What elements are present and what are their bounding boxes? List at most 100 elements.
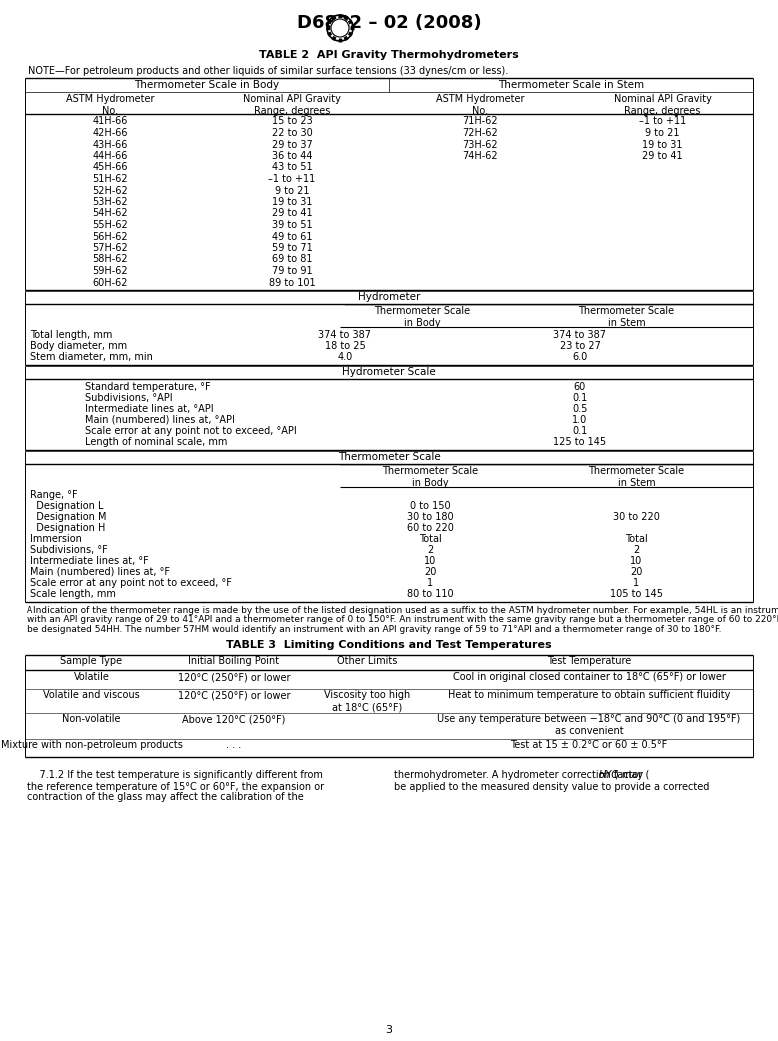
Text: 45H-66: 45H-66: [93, 162, 128, 173]
Text: 19 to 31: 19 to 31: [643, 139, 683, 150]
Text: Thermometer Scale
in Stem: Thermometer Scale in Stem: [578, 306, 675, 328]
Text: Stem diameter, mm, min: Stem diameter, mm, min: [30, 352, 152, 362]
Text: 23 to 27: 23 to 27: [559, 341, 601, 351]
Text: 30 to 180: 30 to 180: [407, 512, 454, 522]
Text: Scale error at any point not to exceed, °F: Scale error at any point not to exceed, …: [30, 578, 232, 588]
Text: –1 to +11: –1 to +11: [268, 174, 316, 184]
Text: Mixture with non-petroleum products: Mixture with non-petroleum products: [1, 740, 182, 751]
Text: Subdivisions, °API: Subdivisions, °API: [85, 393, 173, 403]
Text: 20: 20: [630, 567, 643, 577]
Text: ASTM Hydrometer
No.: ASTM Hydrometer No.: [66, 94, 154, 116]
Text: Thermometer Scale
in Stem: Thermometer Scale in Stem: [588, 466, 685, 487]
Text: 53H-62: 53H-62: [92, 197, 128, 207]
Text: 72H-62: 72H-62: [463, 128, 499, 138]
Text: 52H-62: 52H-62: [92, 185, 128, 196]
Text: Test at 15 ± 0.2°C or 60 ± 0.5°F: Test at 15 ± 0.2°C or 60 ± 0.5°F: [510, 740, 668, 751]
Text: be designated 54HH. The number 57HM would identify an instrument with an API gra: be designated 54HH. The number 57HM woul…: [27, 625, 721, 634]
Text: Designation H: Designation H: [30, 523, 105, 533]
Text: 19 to 31: 19 to 31: [272, 197, 312, 207]
Text: 6.0: 6.0: [573, 352, 587, 362]
Text: 73H-62: 73H-62: [463, 139, 499, 150]
Text: 20: 20: [424, 567, 436, 577]
Text: Body diameter, mm: Body diameter, mm: [30, 341, 127, 351]
Text: TABLE 2  API Gravity Thermohydrometers: TABLE 2 API Gravity Thermohydrometers: [259, 50, 519, 60]
Text: A: A: [27, 606, 32, 615]
Text: with an API gravity range of 29 to 41°API and a thermometer range of 0 to 150°F.: with an API gravity range of 29 to 41°AP…: [27, 615, 778, 625]
Text: 30 to 220: 30 to 220: [613, 512, 660, 522]
Text: Intermediate lines at, °F: Intermediate lines at, °F: [30, 556, 149, 566]
Text: Other Limits: Other Limits: [338, 657, 398, 666]
Text: Hydrometer Scale: Hydrometer Scale: [342, 367, 436, 377]
Text: Thermometer Scale in Body: Thermometer Scale in Body: [135, 80, 279, 90]
Text: NOTE—For petroleum products and other liquids of similar surface tensions (33 dy: NOTE—For petroleum products and other li…: [28, 66, 508, 76]
Text: Thermometer Scale: Thermometer Scale: [338, 452, 440, 462]
Circle shape: [331, 19, 349, 37]
Text: 22 to 30: 22 to 30: [272, 128, 313, 138]
Text: Immersion: Immersion: [30, 534, 82, 544]
Text: Volatile and viscous: Volatile and viscous: [43, 690, 140, 701]
Text: 1: 1: [633, 578, 640, 588]
Text: Nominal API Gravity
Range, degrees: Nominal API Gravity Range, degrees: [243, 94, 341, 116]
Text: 29 to 37: 29 to 37: [272, 139, 313, 150]
Text: Hydrometer: Hydrometer: [358, 291, 420, 302]
Text: 80 to 110: 80 to 110: [407, 589, 454, 599]
Text: D6822 – 02 (2008): D6822 – 02 (2008): [296, 14, 482, 32]
Text: 56H-62: 56H-62: [92, 231, 128, 242]
Text: the reference temperature of 15°C or 60°F, the expansion or: the reference temperature of 15°C or 60°…: [27, 782, 324, 791]
Text: Main (numbered) lines at, °API: Main (numbered) lines at, °API: [85, 415, 235, 425]
Text: 39 to 51: 39 to 51: [272, 220, 312, 230]
Text: 9 to 21: 9 to 21: [275, 185, 309, 196]
Text: Test Temperature: Test Temperature: [547, 657, 631, 666]
Text: Indication of the thermometer range is made by the use of the listed designation: Indication of the thermometer range is m…: [33, 606, 778, 615]
Text: 2: 2: [633, 545, 640, 555]
Text: 29 to 41: 29 to 41: [272, 208, 312, 219]
Text: Designation M: Designation M: [30, 512, 107, 522]
Text: 120°C (250°F) or lower: 120°C (250°F) or lower: [177, 690, 290, 701]
Text: 43 to 51: 43 to 51: [272, 162, 312, 173]
Text: TABLE 3  Limiting Conditions and Test Temperatures: TABLE 3 Limiting Conditions and Test Tem…: [226, 640, 552, 651]
Text: be applied to the measured density value to provide a corrected: be applied to the measured density value…: [394, 782, 710, 791]
Text: 60H-62: 60H-62: [93, 278, 128, 287]
Text: 18 to 25: 18 to 25: [324, 341, 366, 351]
Text: thermohydrometer. A hydrometer correction factor (: thermohydrometer. A hydrometer correctio…: [394, 770, 650, 781]
Text: Length of nominal scale, mm: Length of nominal scale, mm: [85, 437, 227, 447]
Text: 7.1.2 If the test temperature is significantly different from: 7.1.2 If the test temperature is signifi…: [27, 770, 323, 781]
Text: Scale error at any point not to exceed, °API: Scale error at any point not to exceed, …: [85, 426, 296, 436]
Text: 1.0: 1.0: [573, 415, 587, 425]
Text: Cool in original closed container to 18°C (65°F) or lower: Cool in original closed container to 18°…: [453, 672, 725, 683]
Text: 71H-62: 71H-62: [463, 117, 499, 127]
Text: HYC: HYC: [599, 770, 619, 781]
Text: 374 to 387: 374 to 387: [318, 330, 372, 340]
Text: Subdivisions, °F: Subdivisions, °F: [30, 545, 107, 555]
Text: Total length, mm: Total length, mm: [30, 330, 112, 340]
Text: 1: 1: [427, 578, 433, 588]
Text: 57H-62: 57H-62: [92, 243, 128, 253]
Text: 0.1: 0.1: [573, 426, 587, 436]
Text: Designation L: Designation L: [30, 501, 103, 511]
Text: Total: Total: [626, 534, 648, 544]
Text: 59 to 71: 59 to 71: [272, 243, 313, 253]
Text: 44H-66: 44H-66: [93, 151, 128, 161]
Text: ASTM Hydrometer
No.: ASTM Hydrometer No.: [436, 94, 524, 116]
Text: 51H-62: 51H-62: [92, 174, 128, 184]
Text: 0 to 150: 0 to 150: [410, 501, 450, 511]
Text: Heat to minimum temperature to obtain sufficient fluidity: Heat to minimum temperature to obtain su…: [448, 690, 731, 701]
Text: ASTM: ASTM: [329, 25, 351, 31]
Text: Main (numbered) lines at, °F: Main (numbered) lines at, °F: [30, 567, 170, 577]
Text: Range, °F: Range, °F: [30, 490, 78, 500]
Text: Standard temperature, °F: Standard temperature, °F: [85, 382, 211, 392]
Text: 74H-62: 74H-62: [463, 151, 499, 161]
Text: 15 to 23: 15 to 23: [272, 117, 313, 127]
Text: 0.5: 0.5: [573, 404, 587, 414]
Text: 125 to 145: 125 to 145: [553, 437, 607, 447]
Text: Thermometer Scale
in Body: Thermometer Scale in Body: [374, 306, 471, 328]
Text: –1 to +11: –1 to +11: [639, 117, 686, 127]
Text: 60: 60: [574, 382, 586, 392]
Text: 105 to 145: 105 to 145: [610, 589, 663, 599]
Text: 374 to 387: 374 to 387: [553, 330, 607, 340]
Text: Viscosity too high
at 18°C (65°F): Viscosity too high at 18°C (65°F): [324, 690, 411, 712]
Text: Intermediate lines at, °API: Intermediate lines at, °API: [85, 404, 214, 414]
Text: Non-volatile: Non-volatile: [62, 714, 121, 725]
Text: Thermometer Scale in Stem: Thermometer Scale in Stem: [498, 80, 644, 90]
Text: 10: 10: [630, 556, 643, 566]
